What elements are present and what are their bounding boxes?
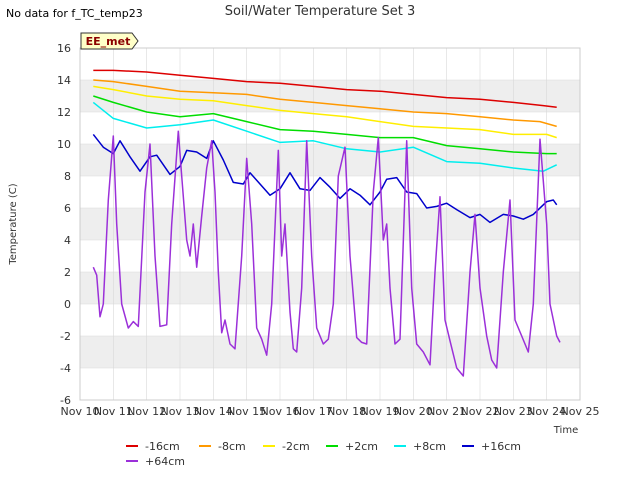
x-tick-label: Nov 21 [427,405,466,418]
x-tick-label: Nov 11 [94,405,133,418]
x-tick-label: Nov 13 [161,405,200,418]
legend-item-plus64cm: +64cm [126,455,185,468]
chart-title: Soil/Water Temperature Set 3 [225,4,416,19]
legend-item-plus16cm: +16cm [462,440,521,453]
plot-frame [79,47,581,401]
x-tick-label: Nov 25 [561,405,600,418]
x-tick-label: Nov 14 [194,405,233,418]
x-tick-label: Nov 16 [261,405,300,418]
legend-label: +16cm [481,440,521,453]
legend-item-minus8cm: -8cm [199,440,246,453]
legend-label: -16cm [145,440,180,453]
no-data-note: No data for f_TC_temp23 [6,7,143,20]
plot-band [80,208,580,240]
x-tick-label: Nov 20 [394,405,433,418]
site-badge: EE_met [80,32,139,50]
y-tick-label: -6 [60,394,71,407]
y-axis-ticks: -6 -4 -2 0 2 4 6 8 10 12 14 16 [57,42,71,407]
legend-label: -2cm [282,440,310,453]
y-tick-label: -2 [60,330,71,343]
x-tick-label: Nov 23 [494,405,533,418]
y-tick-label: 6 [64,202,71,215]
y-tick-label: 8 [64,170,71,183]
x-tick-label: Nov 12 [127,405,166,418]
series-lines [92,69,561,377]
y-tick-label: 4 [64,234,71,247]
series-line-plus64cm [92,130,561,377]
legend-item-plus2cm: +2cm [326,440,378,453]
x-tick-label: Nov 19 [361,405,400,418]
chart-legend: -16cm -8cm -2cm +2cm +8cm +16cm +64cm [126,440,521,468]
series-line-plus8cm [92,101,558,172]
plot-band [80,336,580,368]
y-axis-label: Temperature (C) [8,183,19,265]
x-tick-label: Nov 15 [227,405,266,418]
series-line-minus8cm [93,79,557,128]
x-tick-label: Nov 22 [461,405,500,418]
legend-label: +2cm [345,440,378,453]
x-tick-label: Nov 24 [527,405,566,418]
plot-bands [80,80,580,368]
series-line-minus2cm [93,85,557,139]
series-line-minus16cm [93,69,557,108]
y-tick-label: 10 [57,138,71,151]
badge-shape [80,32,139,50]
y-tick-label: 12 [57,106,71,119]
y-tick-label: 0 [64,298,71,311]
plot-band [80,272,580,304]
legend-label: -8cm [218,440,246,453]
legend-item-minus16cm: -16cm [126,440,180,453]
y-tick-label: 14 [57,74,71,87]
x-tick-label: Nov 18 [327,405,366,418]
legend-label: +64cm [145,455,185,468]
legend-item-minus2cm: -2cm [263,440,310,453]
legend-label: +8cm [413,440,446,453]
x-axis-label: Time [553,425,578,436]
plot-band [80,144,580,176]
legend-item-plus8cm: +8cm [394,440,446,453]
series-line-plus2cm [93,95,557,155]
y-tick-label: 16 [57,42,71,55]
x-tick-label: Nov 17 [294,405,333,418]
y-tick-label: 2 [64,266,71,279]
y-tick-label: -4 [60,362,71,375]
plot-band [80,80,580,112]
series-line-plus16cm [92,133,558,224]
x-tick-label: Nov 10 [61,405,100,418]
badge-label: EE_met [86,35,131,48]
